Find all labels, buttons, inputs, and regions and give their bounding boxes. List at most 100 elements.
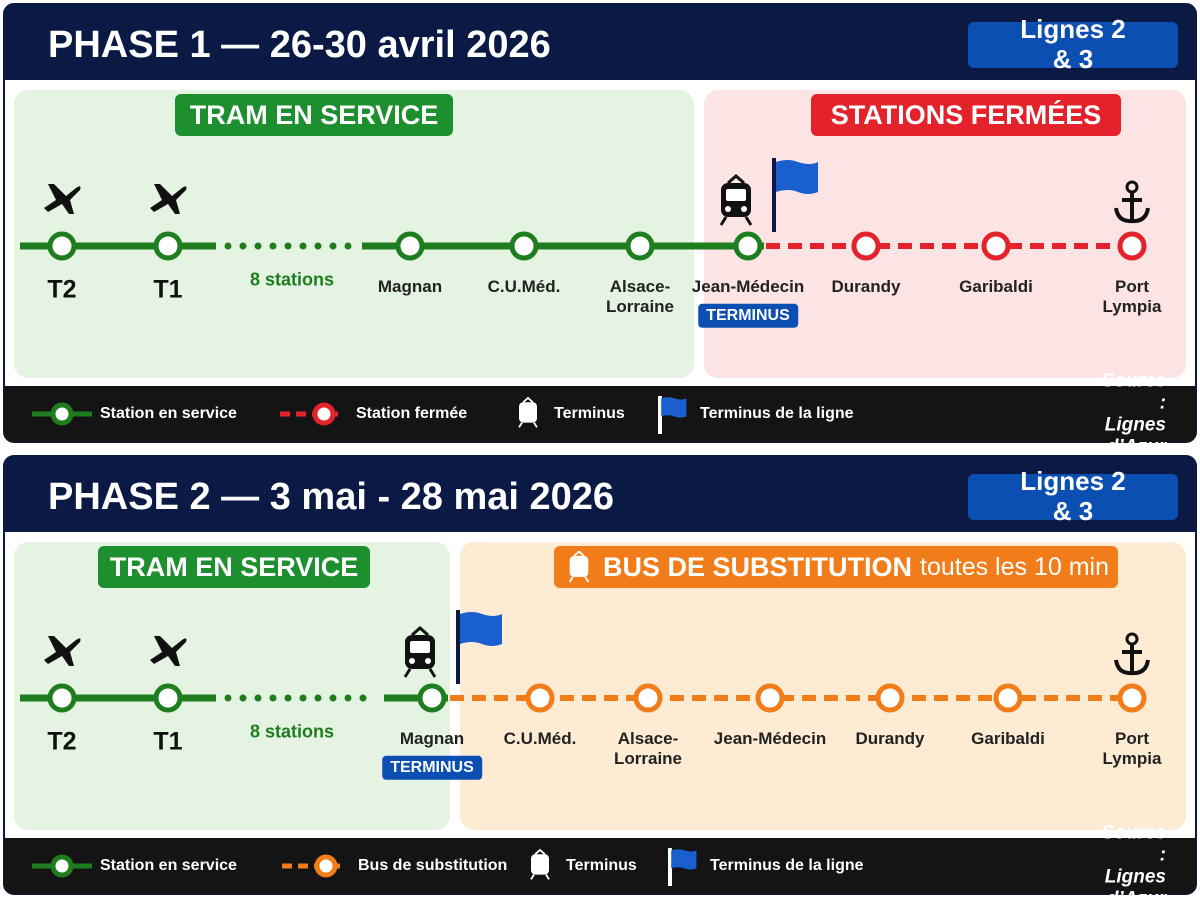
service-label-pill: TRAM EN SERVICE [175, 94, 453, 136]
flag [661, 397, 687, 418]
plane-icon [44, 184, 81, 214]
legend-label: Station en service [100, 404, 237, 422]
anchor-ring [1125, 632, 1139, 646]
tram-icon [719, 174, 753, 226]
station-marker [153, 683, 183, 713]
station-marker [755, 683, 785, 713]
header-bar [4, 456, 1196, 532]
station-label: T1 [153, 727, 183, 756]
tram-window [410, 641, 430, 653]
service-label-pill: TRAM EN SERVICE [98, 546, 370, 588]
station-label: C.U.Méd. [487, 277, 561, 296]
tram-light [741, 206, 747, 212]
service-label: TRAM EN SERVICE [189, 99, 439, 130]
station-marker [314, 854, 338, 878]
tram-light [521, 416, 525, 420]
tram-window [522, 405, 534, 413]
tram-light [409, 658, 415, 664]
tram-window [726, 189, 746, 201]
station-marker [981, 231, 1011, 261]
station-label: Jean-Médecin [691, 277, 805, 296]
station-marker [50, 854, 74, 878]
tram-icon [518, 396, 538, 428]
badge-bg [968, 22, 1178, 68]
station-label: Durandy [831, 277, 901, 296]
terminus-tag: TERMINUS [698, 303, 798, 329]
service-region [14, 542, 450, 830]
anchor-icon [1114, 192, 1150, 224]
tram-feet [719, 174, 753, 226]
gap-label: 8 stations [249, 721, 335, 742]
station-marker [525, 683, 555, 713]
tram-window [572, 559, 586, 567]
station-marker [509, 231, 539, 261]
station-label: T1 [153, 275, 183, 304]
phase-title: PHASE 1 — 26-30 avril 2026 [48, 24, 551, 67]
station-marker [417, 683, 447, 713]
station-label: Port Lympia [1102, 277, 1162, 316]
station-label: Garibaldi [959, 277, 1033, 296]
station-marker [1117, 231, 1147, 261]
legend-label: Terminus de la ligne [700, 404, 854, 422]
other-label: BUS DE SUBSTITUTION [602, 551, 912, 582]
tram-light [543, 868, 547, 872]
legend-label: Terminus [554, 404, 625, 422]
station-label: Magnan [399, 729, 465, 748]
tram-light [582, 570, 586, 574]
legend-label: Station en service [100, 856, 237, 874]
legend-bar [4, 838, 1196, 894]
other-label: STATIONS FERMÉES [830, 99, 1102, 130]
station-marker [625, 231, 655, 261]
plane-icon [150, 184, 187, 214]
tram-light [531, 416, 535, 420]
tram-light [725, 206, 731, 212]
station-marker [733, 231, 763, 261]
other-region [704, 90, 1186, 378]
tram-window [534, 857, 546, 865]
station-marker [875, 683, 905, 713]
anchor-icon [1114, 644, 1150, 676]
lines-badge: Lignes 2 & 3 [1020, 14, 1126, 74]
tram-light [572, 570, 576, 574]
tram-feet [530, 848, 550, 880]
flag [671, 849, 697, 870]
legend-label: Bus de substitution [358, 856, 508, 874]
tram-light [425, 658, 431, 664]
station-label: Garibaldi [971, 729, 1045, 748]
plane-icon [150, 636, 187, 666]
tram-feet [403, 626, 437, 678]
station-label: Durandy [855, 729, 925, 748]
terminus-tag: TERMINUS [382, 755, 482, 781]
station-label: C.U.Méd. [503, 729, 577, 748]
tram-feet [568, 551, 590, 583]
tram-light [533, 868, 537, 872]
station-label: Jean-Médecin [713, 729, 827, 748]
station-marker [47, 231, 77, 261]
station-marker [993, 683, 1023, 713]
tram-feet [518, 396, 538, 428]
source: Source : Lignes d’Azur [1101, 370, 1166, 457]
station-marker [1117, 683, 1147, 713]
legend-bar [4, 386, 1196, 442]
header-bar [4, 4, 1196, 80]
phase-title: PHASE 2 — 3 mai - 28 mai 2026 [48, 476, 615, 519]
tram-icon [568, 551, 590, 583]
legend-label: Station fermée [356, 404, 468, 422]
lines-badge: Lignes 2 & 3 [1020, 466, 1126, 526]
flag [460, 612, 502, 646]
legend-label: Terminus [566, 856, 637, 874]
badge-bg [968, 474, 1178, 520]
station-marker [395, 231, 425, 261]
station-marker [153, 231, 183, 261]
station-marker [47, 683, 77, 713]
service-label: TRAM EN SERVICE [109, 551, 359, 582]
anchor-ring [1125, 180, 1139, 194]
tram-icon [403, 626, 437, 678]
other-region [460, 542, 1186, 830]
station-label: T2 [47, 275, 77, 304]
plane-icon [44, 636, 81, 666]
station-label: Alsace- Lorraine [605, 277, 675, 316]
other-note: toutes les 10 min [920, 552, 1109, 581]
station-label: Magnan [377, 277, 443, 296]
legend-label: Terminus de la ligne [710, 856, 864, 874]
